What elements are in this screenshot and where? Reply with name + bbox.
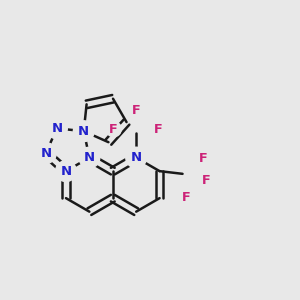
Text: F: F — [132, 104, 141, 117]
Text: N: N — [40, 147, 52, 160]
Text: N: N — [78, 125, 89, 138]
Text: N: N — [60, 165, 71, 178]
Circle shape — [196, 151, 211, 166]
Circle shape — [106, 122, 121, 137]
Circle shape — [46, 118, 67, 139]
Circle shape — [74, 121, 94, 142]
Circle shape — [199, 173, 214, 188]
Circle shape — [126, 147, 147, 168]
Circle shape — [56, 161, 76, 182]
Text: F: F — [154, 123, 163, 136]
Circle shape — [151, 122, 166, 137]
Text: F: F — [182, 191, 190, 204]
Text: F: F — [109, 123, 118, 136]
Circle shape — [35, 143, 56, 164]
Text: N: N — [51, 122, 62, 135]
Text: F: F — [202, 174, 211, 187]
Circle shape — [79, 147, 100, 168]
Circle shape — [129, 103, 144, 118]
Text: N: N — [84, 151, 95, 164]
Text: F: F — [199, 152, 208, 165]
Circle shape — [178, 190, 194, 205]
Text: N: N — [130, 151, 142, 164]
